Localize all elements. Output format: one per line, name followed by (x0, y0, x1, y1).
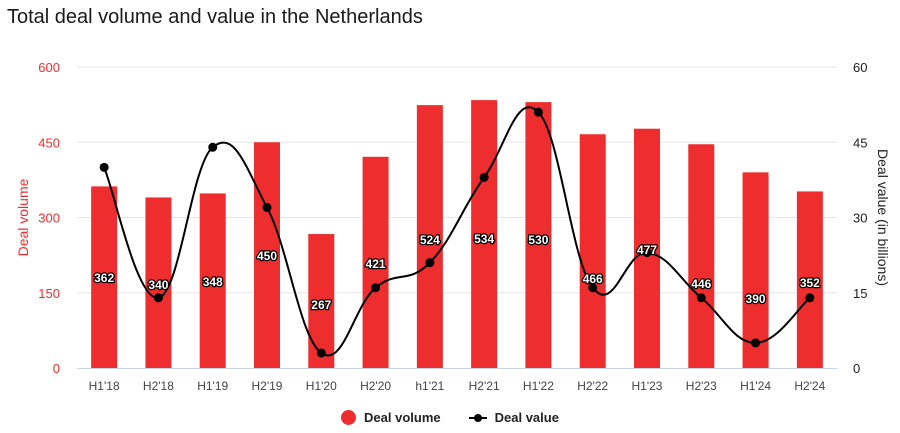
left-axis-tick: 150 (38, 286, 60, 301)
bar-deal-volume[interactable] (579, 134, 606, 368)
x-axis-tick: H2'19 (252, 379, 283, 393)
x-axis-tick: H2'22 (577, 379, 608, 393)
x-axis-tick: H1'22 (523, 379, 554, 393)
right-axis-tick: 60 (853, 60, 867, 75)
x-axis-tick: H1'19 (197, 379, 228, 393)
chart-title: Total deal volume and value in the Nethe… (7, 6, 423, 28)
line-marker[interactable] (262, 202, 272, 212)
bar-data-label: 348 (203, 275, 223, 289)
right-axis-tick: 0 (853, 361, 860, 376)
bar-deal-volume[interactable] (145, 197, 172, 368)
legend-item-deal-volume[interactable]: Deal volume (341, 410, 441, 425)
line-marker[interactable] (425, 258, 435, 268)
bar-deal-volume[interactable] (796, 191, 823, 368)
legend: Deal volume Deal value (0, 410, 900, 425)
bar-deal-volume[interactable] (471, 100, 498, 369)
line-marker[interactable] (316, 348, 326, 358)
left-axis-tick: 0 (53, 361, 60, 376)
line-marker[interactable] (533, 107, 543, 117)
line-marker[interactable] (642, 248, 652, 258)
line-marker[interactable] (588, 283, 598, 293)
x-axis-tick: H2'21 (469, 379, 500, 393)
line-marker[interactable] (208, 142, 218, 152)
x-axis-tick: H2'20 (360, 379, 391, 393)
legend-item-deal-value[interactable]: Deal value (468, 410, 559, 425)
left-axis-tick: 300 (38, 211, 60, 226)
bar-data-label: 390 (746, 292, 766, 306)
bar-deal-volume[interactable] (199, 193, 226, 368)
legend-label: Deal value (494, 410, 559, 425)
x-axis-tick: H2'23 (686, 379, 717, 393)
bar-data-label: 362 (94, 271, 114, 285)
bar-deal-volume[interactable] (416, 105, 443, 369)
bar-deal-volume[interactable] (742, 172, 769, 368)
circle-icon (341, 410, 357, 425)
line-marker[interactable] (696, 293, 706, 303)
bar-data-label: 524 (420, 233, 440, 247)
right-axis-tick: 45 (853, 135, 867, 150)
bar-data-label: 530 (528, 233, 548, 247)
bar-data-label: 352 (800, 276, 820, 290)
left-axis-title: Deal volume (15, 178, 31, 256)
bar-data-label: 340 (148, 278, 168, 292)
x-axis-tick: H2'24 (794, 379, 825, 393)
line-deal-value (103, 106, 811, 357)
line-marker[interactable] (751, 338, 761, 348)
line-marker[interactable] (805, 293, 815, 303)
x-axis-tick: H1'23 (632, 379, 663, 393)
bar-deal-volume[interactable] (362, 156, 389, 368)
right-axis-title: Deal value (in billions) (875, 149, 891, 286)
x-axis-tick: H1'18 (89, 379, 120, 393)
bar-data-label: 450 (257, 249, 277, 263)
line-marker[interactable] (153, 293, 163, 303)
chart-area: 0 150 300 450 600 0 15 30 45 60 Deal volume Deal va… (15, 60, 891, 393)
x-axis-tick: H2'18 (143, 379, 174, 393)
bar-data-label: 466 (583, 272, 603, 286)
bar-deal-volume[interactable] (688, 144, 715, 368)
bar-deal-volume[interactable] (91, 186, 118, 368)
bar-data-label: 446 (691, 277, 711, 291)
bar-data-label: 477 (637, 243, 657, 257)
line-marker-icon (468, 413, 487, 423)
line-marker[interactable] (99, 162, 109, 172)
bar-deal-volume[interactable] (525, 102, 552, 368)
line-marker[interactable] (371, 283, 381, 293)
left-axis-tick: 600 (38, 60, 60, 75)
bar-data-label: 534 (474, 232, 494, 246)
bar-data-label: 267 (311, 298, 331, 312)
right-axis-tick: 15 (853, 286, 867, 301)
left-axis-tick: 450 (38, 135, 60, 150)
x-axis-tick: H1'24 (740, 379, 771, 393)
line-marker[interactable] (479, 172, 489, 182)
x-axis-tick: H1'20 (306, 379, 337, 393)
bar-deal-volume[interactable] (308, 234, 335, 368)
bar-deal-volume[interactable] (254, 142, 280, 368)
bar-data-label: 421 (366, 257, 386, 271)
x-axis-tick: h1'21 (415, 379, 444, 393)
legend-label: Deal volume (364, 410, 441, 425)
right-axis-tick: 30 (853, 211, 867, 226)
